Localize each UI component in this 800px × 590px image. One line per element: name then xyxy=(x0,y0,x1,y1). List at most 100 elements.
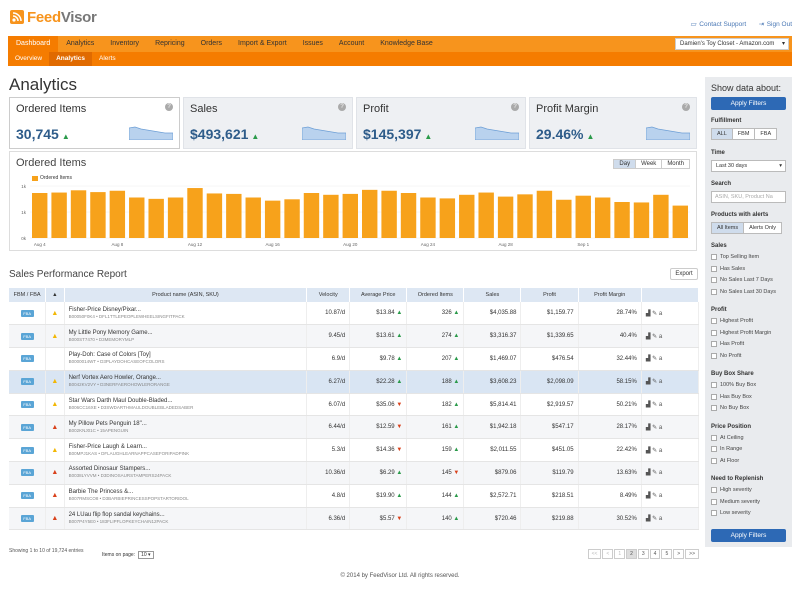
product-name-link[interactable]: Fisher-Price Laugh & Learn... xyxy=(68,443,147,450)
edit-icon[interactable]: ✎ xyxy=(652,379,659,386)
items-per-page-select[interactable]: 10 ▾ xyxy=(138,551,154,559)
chart-icon[interactable]: ▟ xyxy=(645,310,653,317)
page-button[interactable]: 1 xyxy=(614,549,626,559)
table-row[interactable]: FBA ▲ Assorted Dinosaur Stampers... B0038LY… xyxy=(9,461,700,485)
filter-no-sales-last-30-days[interactable]: No Sales Last 30 Days xyxy=(711,288,776,295)
nav-tab-dashboard[interactable]: Dashboard xyxy=(8,36,59,52)
toggle-week[interactable]: Week xyxy=(635,160,662,168)
checkbox[interactable] xyxy=(711,318,717,324)
bar-ordered-items[interactable] xyxy=(575,195,591,238)
filter-has-sales[interactable]: Has Sales xyxy=(711,265,745,272)
checkbox[interactable] xyxy=(711,446,717,452)
column-header-col1[interactable]: ▲ xyxy=(45,288,65,302)
checkbox[interactable] xyxy=(711,393,717,400)
chart-icon[interactable]: ▟ xyxy=(645,447,653,454)
product-name-link[interactable]: My Pillow Pets Penguin 18"... xyxy=(68,420,147,427)
chart-icon[interactable]: ▟ xyxy=(645,402,653,409)
checkbox[interactable] xyxy=(711,265,717,272)
product-name-link[interactable]: Assorted Dinosaur Stampers... xyxy=(68,466,151,473)
bar-ordered-items[interactable] xyxy=(245,197,261,239)
column-header-profit[interactable]: Profit xyxy=(520,288,579,302)
page-button[interactable]: < xyxy=(602,549,614,559)
filter-at-floor[interactable]: At Floor xyxy=(711,457,739,464)
filter-low-severity[interactable]: Low severity xyxy=(711,510,751,516)
subnav-tab-alerts[interactable]: Alerts xyxy=(99,55,116,62)
chart-icon[interactable]: ▟ xyxy=(645,493,653,500)
bar-ordered-items[interactable] xyxy=(653,194,669,238)
info-icon[interactable]: ? xyxy=(165,103,173,111)
account-selector[interactable]: Damien's Toy Closet - Amazon.com ▾ xyxy=(675,38,789,50)
bar-ordered-items[interactable] xyxy=(70,190,87,238)
toggle-month[interactable]: Month xyxy=(661,160,689,168)
edit-icon[interactable]: ✎ xyxy=(652,493,659,500)
bar-ordered-items[interactable] xyxy=(109,190,126,238)
table-row[interactable]: FBA Play-Doh: Case of Colors [Toy] B000001… xyxy=(9,347,700,371)
nav-tab-analytics[interactable]: Analytics xyxy=(66,40,95,47)
table-row[interactable]: FBA ▲ My Little Pony Memory Game... B000ST7… xyxy=(9,324,700,349)
page-button[interactable]: 3 xyxy=(637,549,649,559)
bar-ordered-items[interactable] xyxy=(323,194,339,238)
checkbox[interactable] xyxy=(711,329,717,336)
amazon-icon[interactable]: a xyxy=(658,470,663,477)
column-header-average-price[interactable]: Average Price xyxy=(349,288,408,302)
nav-tab-import-export[interactable]: Import & Export xyxy=(238,40,287,47)
filter-has-profit[interactable]: Has Profit xyxy=(711,341,744,347)
filter-highest-profit-margin[interactable]: Highest Profit Margin xyxy=(711,329,771,336)
bar-ordered-items[interactable] xyxy=(420,197,436,239)
amazon-icon[interactable]: a xyxy=(658,516,663,523)
checkbox[interactable] xyxy=(711,510,717,516)
product-name-link[interactable]: 24 LUau flip flop sandal keychains... xyxy=(68,512,165,519)
feedvisor-logo[interactable]: FeedVisor xyxy=(10,8,97,26)
checkbox[interactable] xyxy=(711,498,717,505)
product-name-link[interactable]: Nerf Vortex Aero Howler, Orange... xyxy=(68,375,161,382)
page-button[interactable]: 5 xyxy=(661,549,673,559)
bar-ordered-items[interactable] xyxy=(439,198,456,238)
toggle-day[interactable]: Day xyxy=(614,160,636,168)
column-header-profit-margin[interactable]: Profit Margin xyxy=(578,288,642,302)
alerts-all-items[interactable]: All Items xyxy=(712,223,744,233)
checkbox[interactable] xyxy=(711,254,717,260)
edit-icon[interactable]: ✎ xyxy=(652,516,659,523)
bar-ordered-items[interactable] xyxy=(264,200,281,238)
search-input[interactable]: ASIN, SKU, Product Na xyxy=(711,191,786,203)
bar-ordered-items[interactable] xyxy=(614,202,630,238)
apply-filters-button-bottom[interactable]: Apply Filters xyxy=(711,529,786,542)
chart-icon[interactable]: ▟ xyxy=(645,516,653,523)
nav-tab-issues[interactable]: Issues xyxy=(302,40,323,47)
table-row[interactable]: FBA ▲ Nerf Vortex Aero Howler, Orange... B0… xyxy=(9,370,700,394)
product-name-link[interactable]: Star Wars Darth Maul Double-Bladed... xyxy=(68,398,173,405)
edit-icon[interactable]: ✎ xyxy=(652,424,659,431)
bar-ordered-items[interactable] xyxy=(284,199,300,238)
column-header-velocity[interactable]: Velocity xyxy=(306,288,351,302)
table-row[interactable]: FBA ▲ Fisher-Price Laugh & Learn... B00MPJ1… xyxy=(9,438,700,463)
alerts-alerts-only[interactable]: Alerts Only xyxy=(743,223,781,233)
edit-icon[interactable]: ✎ xyxy=(652,356,659,363)
checkbox[interactable] xyxy=(711,405,717,411)
bar-ordered-items[interactable] xyxy=(362,189,378,238)
bar-ordered-items[interactable] xyxy=(633,202,650,238)
checkbox[interactable] xyxy=(711,288,717,295)
bar-ordered-items[interactable] xyxy=(129,197,145,239)
subnav-tab-overview[interactable]: Overview xyxy=(15,55,43,62)
bar-ordered-items[interactable] xyxy=(226,193,242,238)
checkbox[interactable] xyxy=(711,487,717,493)
edit-icon[interactable]: ✎ xyxy=(652,470,659,477)
bar-ordered-items[interactable] xyxy=(556,199,572,238)
table-row[interactable]: FBA ▲ Star Wars Darth Maul Double-Bladed..… xyxy=(9,393,700,417)
page-button[interactable]: 4 xyxy=(649,549,661,559)
bar-ordered-items[interactable] xyxy=(517,194,533,238)
product-name-link[interactable]: Fisher-Price Disney/Pixar... xyxy=(68,306,141,313)
bar-ordered-items[interactable] xyxy=(478,192,494,238)
amazon-icon[interactable]: a xyxy=(658,333,663,340)
info-icon[interactable]: ? xyxy=(338,103,346,111)
table-row[interactable]: FBA ▲ 24 LUau flip flop sandal keychains..… xyxy=(9,507,700,531)
amazon-icon[interactable]: a xyxy=(658,447,663,454)
checkbox[interactable] xyxy=(711,341,717,347)
product-name-link[interactable]: My Little Pony Memory Game... xyxy=(68,329,153,336)
column-header-product-name-asin-sku[interactable]: Product name (ASIN, SKU) xyxy=(64,288,308,302)
page-button[interactable]: >> xyxy=(685,549,699,559)
bar-ordered-items[interactable] xyxy=(303,193,320,238)
checkbox[interactable] xyxy=(711,277,717,283)
nav-tab-orders[interactable]: Orders xyxy=(200,40,223,47)
nav-tab-repricing[interactable]: Repricing xyxy=(155,40,185,47)
